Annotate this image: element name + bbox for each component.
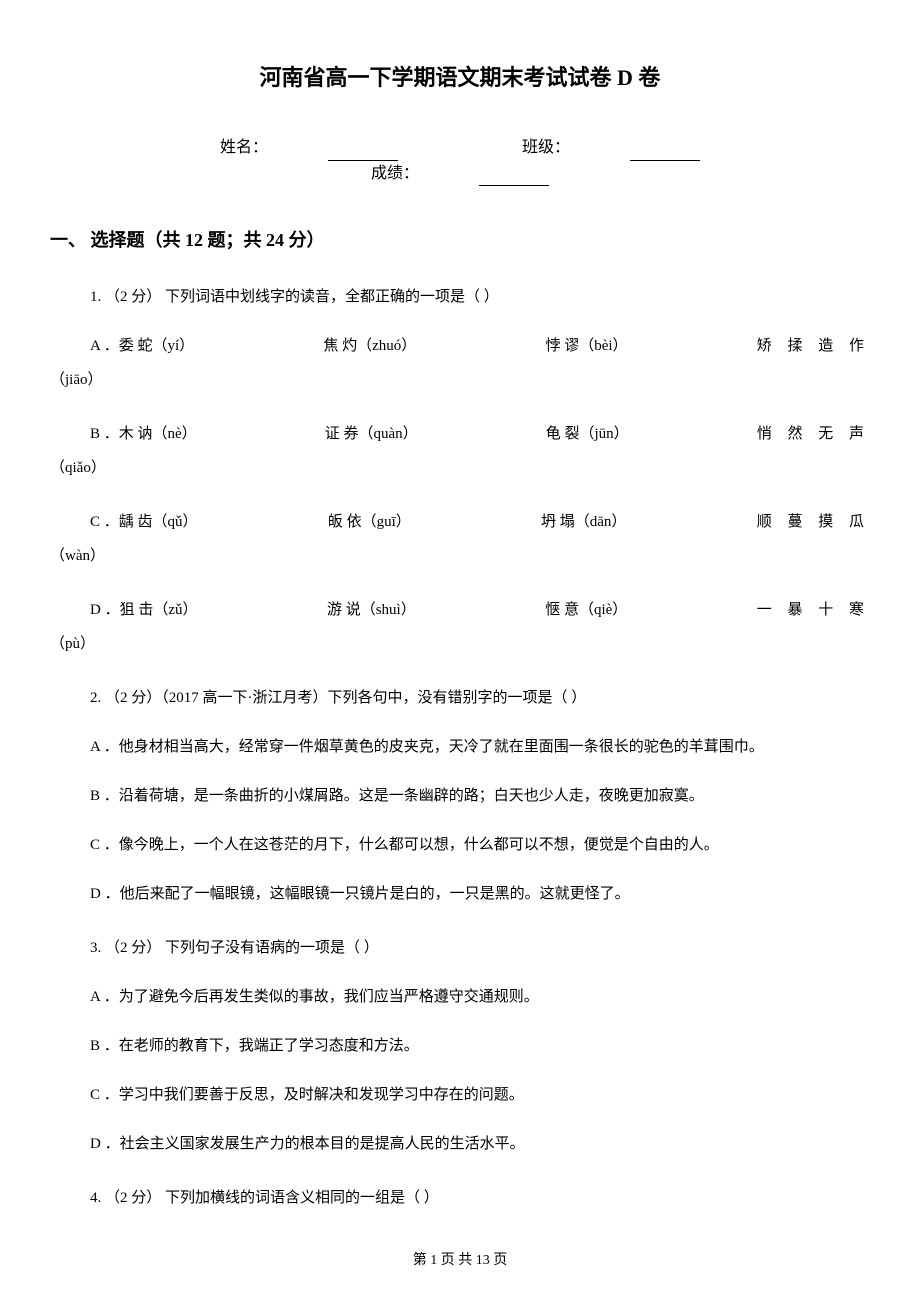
option-part: 悖 谬（bèi）	[545, 334, 627, 358]
question-3: 3. （2 分） 下列句子没有语病的一项是（ ） A ．为了避免今后再发生类似的…	[50, 936, 870, 1156]
option-b: B ．沿着荷塘，是一条曲折的小煤屑路。这是一条幽辟的路；白天也少人走，夜晚更加寂…	[90, 784, 870, 808]
option-part: 顺 蔓 摸 瓜	[757, 510, 870, 534]
class-field: 班级：	[492, 135, 730, 161]
option-part: 矫 揉 造 作	[757, 334, 870, 358]
question-prompt: 1. （2 分） 下列词语中划线字的读音，全都正确的一项是（ ）	[90, 285, 870, 309]
question-4: 4. （2 分） 下列加横线的词语含义相同的一组是（ ）	[50, 1186, 870, 1210]
pinyin-sub: （jiāo）	[50, 368, 870, 392]
option-label: A ．委 蛇（yí）	[90, 334, 194, 358]
question-1: 1. （2 分） 下列词语中划线字的读音，全都正确的一项是（ ） A ．委 蛇（…	[50, 285, 870, 656]
question-prompt: 3. （2 分） 下列句子没有语病的一项是（ ）	[90, 936, 870, 960]
option-part: 悄 然 无 声	[757, 422, 870, 446]
info-row: 姓名： 班级： 成绩：	[50, 135, 870, 186]
option-d: D ．狙 击（zǔ） 游 说（shuì） 惬 意（qiè） 一 暴 十 寒	[90, 598, 870, 622]
question-prompt: 2. （2 分）（2017 高一下·浙江月考）下列各句中，没有错别字的一项是（ …	[90, 686, 870, 710]
option-label: B ．木 讷（nè）	[90, 422, 197, 446]
question-prompt: 4. （2 分） 下列加横线的词语含义相同的一组是（ ）	[90, 1186, 870, 1210]
question-2: 2. （2 分）（2017 高一下·浙江月考）下列各句中，没有错别字的一项是（ …	[50, 686, 870, 906]
option-a: A ．为了避免今后再发生类似的事故，我们应当严格遵守交通规则。	[90, 985, 870, 1009]
option-b: B ．在老师的教育下，我端正了学习态度和方法。	[90, 1034, 870, 1058]
option-part: 龟 裂（jūn）	[546, 422, 629, 446]
option-part: 一 暴 十 寒	[757, 598, 870, 622]
option-b: B ．木 讷（nè） 证 券（quàn） 龟 裂（jūn） 悄 然 无 声	[90, 422, 870, 446]
exam-title: 河南省高一下学期语文期末考试试卷 D 卷	[50, 60, 870, 95]
option-c: C ．像今晚上，一个人在这苍茫的月下，什么都可以想，什么都可以不想，便觉是个自由…	[90, 833, 870, 857]
option-part: 皈 依（guī）	[328, 510, 411, 534]
option-c: C ．学习中我们要善于反思，及时解决和发现学习中存在的问题。	[90, 1083, 870, 1107]
score-field: 成绩：	[341, 161, 579, 187]
option-a: A ．他身材相当高大，经常穿一件烟草黄色的皮夹克，天冷了就在里面围一条很长的驼色…	[90, 735, 870, 759]
option-c: C ．龋 齿（qǔ） 皈 依（guī） 坍 塌（dān） 顺 蔓 摸 瓜	[90, 510, 870, 534]
option-d: D ．他后来配了一幅眼镜，这幅眼镜一只镜片是白的，一只是黑的。这就更怪了。	[90, 882, 870, 906]
option-label: C ．龋 齿（qǔ）	[90, 510, 198, 534]
option-part: 惬 意（qiè）	[545, 598, 627, 622]
page-footer: 第 1 页 共 13 页	[50, 1250, 870, 1272]
pinyin-sub: （qiǎo）	[50, 456, 870, 480]
option-part: 焦 灼（zhuó）	[323, 334, 416, 358]
pinyin-sub: （wàn）	[50, 544, 870, 568]
option-part: 游 说（shuì）	[327, 598, 416, 622]
pinyin-sub: （pù）	[50, 632, 870, 656]
option-a: A ．委 蛇（yí） 焦 灼（zhuó） 悖 谬（bèi） 矫 揉 造 作	[90, 334, 870, 358]
section-header: 一、 选择题（共 12 题；共 24 分）	[50, 226, 870, 255]
option-part: 证 券（quàn）	[325, 422, 418, 446]
option-d: D ．社会主义国家发展生产力的根本目的是提高人民的生活水平。	[90, 1132, 870, 1156]
option-label: D ．狙 击（zǔ）	[90, 598, 198, 622]
name-field: 姓名：	[190, 135, 428, 161]
option-part: 坍 塌（dān）	[541, 510, 626, 534]
